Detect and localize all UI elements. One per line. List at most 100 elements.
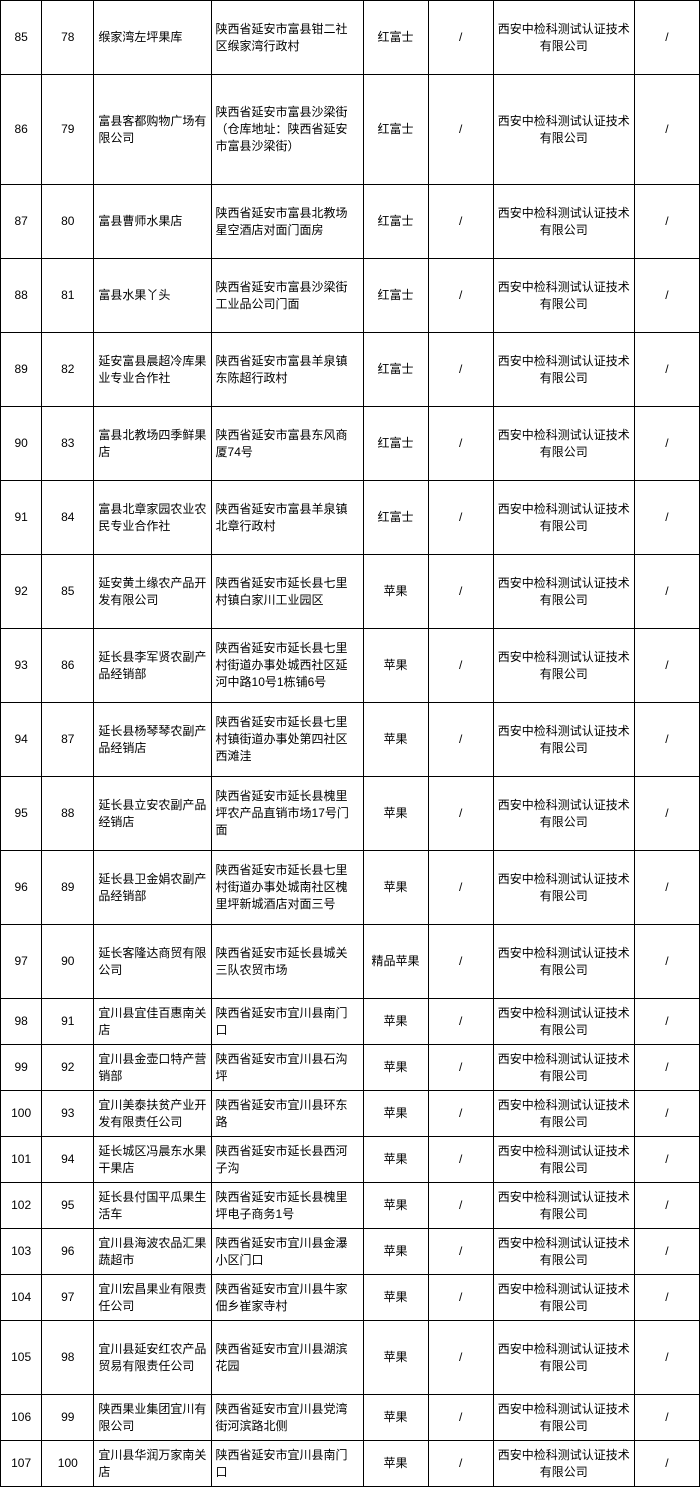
cell-seq2: 83 [42, 407, 94, 481]
cell-product: 苹果 [363, 1045, 428, 1091]
cell-address: 陕西省延安市延长县七里村街道办事处城西社区延河中路10号1栋铺6号 [211, 629, 363, 703]
cell-org: 西安中检科测试认证技术有限公司 [493, 1137, 634, 1183]
cell-seq1: 90 [1, 407, 42, 481]
cell-product: 红富士 [363, 259, 428, 333]
cell-seq2: 100 [42, 1441, 94, 1487]
cell-address: 陕西省延安市富县沙梁街工业品公司门面 [211, 259, 363, 333]
table-row: 9285延安黄土缘农产品开发有限公司陕西省延安市延长县七里村镇白家川工业园区苹果… [1, 555, 700, 629]
cell-business-name: 富县北教场四季鲜果店 [94, 407, 211, 481]
cell-business-name: 缑家湾左坪果库 [94, 1, 211, 75]
cell-business-name: 延安富县晨超冷库果业专业合作社 [94, 333, 211, 407]
cell-business-name: 宜川宏昌果业有限责任公司 [94, 1275, 211, 1321]
cell-seq1: 100 [1, 1091, 42, 1137]
cell-slash2: / [634, 629, 699, 703]
cell-org: 西安中检科测试认证技术有限公司 [493, 185, 634, 259]
cell-seq1: 89 [1, 333, 42, 407]
cell-slash2: / [634, 333, 699, 407]
cell-slash1: / [428, 481, 493, 555]
cell-slash2: / [634, 407, 699, 481]
cell-seq1: 92 [1, 555, 42, 629]
cell-product: 苹果 [363, 999, 428, 1045]
cell-slash2: / [634, 1395, 699, 1441]
cell-org: 西安中检科测试认证技术有限公司 [493, 1395, 634, 1441]
table-row: 10497宜川宏昌果业有限责任公司陕西省延安市宜川县牛家佃乡崔家寺村苹果/西安中… [1, 1275, 700, 1321]
cell-slash1: / [428, 1441, 493, 1487]
cell-business-name: 宜川县宜佳百惠南关店 [94, 999, 211, 1045]
cell-org: 西安中检科测试认证技术有限公司 [493, 1045, 634, 1091]
cell-address: 陕西省延安市延长县七里村镇街道办事处第四社区西滩洼 [211, 703, 363, 777]
cell-seq1: 106 [1, 1395, 42, 1441]
cell-seq1: 91 [1, 481, 42, 555]
cell-address: 陕西省延安市富县羊泉镇北章行政村 [211, 481, 363, 555]
cell-slash1: / [428, 185, 493, 259]
cell-product: 苹果 [363, 1229, 428, 1275]
cell-org: 西安中检科测试认证技术有限公司 [493, 1183, 634, 1229]
table-row: 9992宜川县金壶口特产营销部陕西省延安市宜川县石沟坪苹果/西安中检科测试认证技… [1, 1045, 700, 1091]
cell-seq1: 96 [1, 851, 42, 925]
cell-slash1: / [428, 1183, 493, 1229]
cell-business-name: 延长客隆达商贸有限公司 [94, 925, 211, 999]
cell-address: 陕西省延安市宜川县南门口 [211, 1441, 363, 1487]
cell-seq1: 86 [1, 75, 42, 185]
cell-seq2: 96 [42, 1229, 94, 1275]
cell-seq2: 89 [42, 851, 94, 925]
table-row: 8881富县水果丫头陕西省延安市富县沙梁街工业品公司门面红富士/西安中检科测试认… [1, 259, 700, 333]
cell-product: 苹果 [363, 629, 428, 703]
cell-slash2: / [634, 1183, 699, 1229]
cell-product: 红富士 [363, 75, 428, 185]
inspection-table: 8578缑家湾左坪果库陕西省延安市富县钳二社区缑家湾行政村红富士/西安中检科测试… [0, 0, 700, 1487]
cell-business-name: 延长县付国平瓜果生活车 [94, 1183, 211, 1229]
cell-seq1: 95 [1, 777, 42, 851]
cell-address: 陕西省延安市宜川县南门口 [211, 999, 363, 1045]
cell-address: 陕西省延安市宜川县牛家佃乡崔家寺村 [211, 1275, 363, 1321]
cell-slash1: / [428, 1229, 493, 1275]
cell-business-name: 延长县立安农副产品经销店 [94, 777, 211, 851]
cell-org: 西安中检科测试认证技术有限公司 [493, 777, 634, 851]
cell-slash2: / [634, 259, 699, 333]
cell-seq1: 102 [1, 1183, 42, 1229]
cell-seq2: 88 [42, 777, 94, 851]
cell-seq2: 97 [42, 1275, 94, 1321]
cell-seq1: 103 [1, 1229, 42, 1275]
table-row: 8780富县曹师水果店陕西省延安市富县北教场星空酒店对面门面房红富士/西安中检科… [1, 185, 700, 259]
cell-address: 陕西省延安市延长县槐里坪农产品直销市场17号门面 [211, 777, 363, 851]
cell-slash2: / [634, 1229, 699, 1275]
cell-org: 西安中检科测试认证技术有限公司 [493, 1321, 634, 1395]
cell-slash2: / [634, 925, 699, 999]
cell-slash2: / [634, 703, 699, 777]
table-row: 9184富县北章家园农业农民专业合作社陕西省延安市富县羊泉镇北章行政村红富士/西… [1, 481, 700, 555]
cell-org: 西安中检科测试认证技术有限公司 [493, 1441, 634, 1487]
cell-org: 西安中检科测试认证技术有限公司 [493, 259, 634, 333]
table-row: 8982延安富县晨超冷库果业专业合作社陕西省延安市富县羊泉镇东陈超行政村红富士/… [1, 333, 700, 407]
cell-org: 西安中检科测试认证技术有限公司 [493, 1275, 634, 1321]
table-row: 9083富县北教场四季鲜果店陕西省延安市富县东风商厦74号红富士/西安中检科测试… [1, 407, 700, 481]
cell-business-name: 延长县卫金娟农副产品经销部 [94, 851, 211, 925]
cell-slash1: / [428, 851, 493, 925]
cell-org: 西安中检科测试认证技术有限公司 [493, 1091, 634, 1137]
cell-business-name: 宜川县延安红农产品贸易有限责任公司 [94, 1321, 211, 1395]
cell-seq1: 97 [1, 925, 42, 999]
cell-product: 红富士 [363, 481, 428, 555]
cell-seq1: 101 [1, 1137, 42, 1183]
cell-seq2: 80 [42, 185, 94, 259]
cell-seq2: 98 [42, 1321, 94, 1395]
cell-slash1: / [428, 1321, 493, 1395]
table-row: 10194延长城区冯晨东水果干果店陕西省延安市延长县西河子沟苹果/西安中检科测试… [1, 1137, 700, 1183]
cell-seq2: 93 [42, 1091, 94, 1137]
cell-seq2: 90 [42, 925, 94, 999]
cell-seq2: 91 [42, 999, 94, 1045]
cell-product: 红富士 [363, 185, 428, 259]
cell-org: 西安中检科测试认证技术有限公司 [493, 703, 634, 777]
cell-address: 陕西省延安市宜川县党湾街河滨路北侧 [211, 1395, 363, 1441]
cell-address: 陕西省延安市宜川县环东路 [211, 1091, 363, 1137]
cell-product: 苹果 [363, 1395, 428, 1441]
cell-slash1: / [428, 1091, 493, 1137]
table-row: 107100宜川县华润万家南关店陕西省延安市宜川县南门口苹果/西安中检科测试认证… [1, 1441, 700, 1487]
cell-org: 西安中检科测试认证技术有限公司 [493, 75, 634, 185]
cell-seq1: 87 [1, 185, 42, 259]
cell-business-name: 宜川县海波农品汇果蔬超市 [94, 1229, 211, 1275]
cell-slash2: / [634, 481, 699, 555]
cell-slash1: / [428, 629, 493, 703]
cell-seq2: 99 [42, 1395, 94, 1441]
cell-product: 红富士 [363, 407, 428, 481]
